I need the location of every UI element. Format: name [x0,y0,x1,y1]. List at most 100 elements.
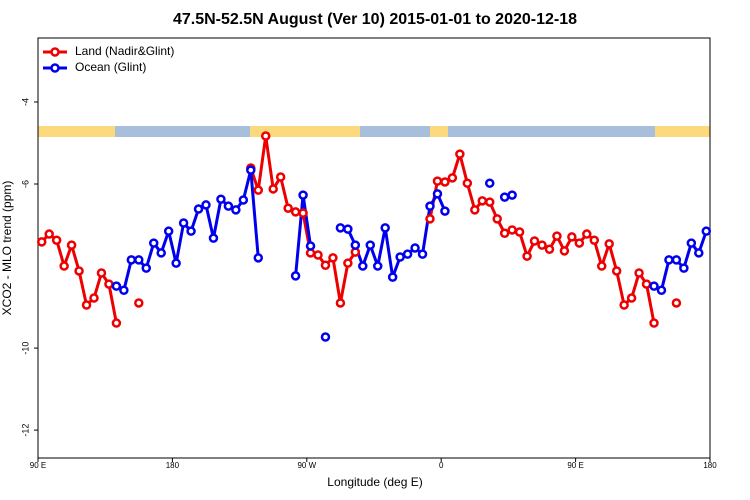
data-point [559,246,570,256]
data-point [305,241,316,251]
data-point [81,300,92,310]
y-tick-label: -4 [20,98,30,106]
legend-marker [50,63,60,73]
data-point [634,268,644,278]
x-tick-label: 90 E [567,461,583,470]
data-point [216,194,226,204]
data-point [619,300,629,310]
data-point [208,233,219,243]
data-point [440,177,450,187]
data-point [656,285,667,295]
data-point [193,204,204,214]
series-line [42,136,677,323]
data-point [432,176,443,186]
data-point [335,298,346,308]
data-point [328,253,338,263]
y-tick-label: -6 [20,180,30,188]
chart-title: 47.5N-52.5N August (Ver 10) 2015-01-01 t… [173,11,577,28]
x-tick-label: 180 [166,461,180,470]
data-point [163,226,174,236]
data-point [343,224,353,234]
data-point [507,225,517,235]
data-point [298,208,308,218]
data-point [432,189,443,199]
data-point [365,240,376,250]
data-point [440,206,450,216]
data-point [148,238,159,248]
data-point [36,237,47,247]
data-point [275,172,286,182]
data-point [51,235,62,245]
data-point [387,272,398,282]
x-tick-label: 180 [703,461,717,470]
legend-item: Land (Nadir&Glint) [43,44,174,58]
data-point [119,285,129,295]
data-point [320,260,331,270]
data-point [290,207,301,217]
data-point [171,258,181,268]
y-tick-label: -10 [20,342,30,355]
data-point [74,266,84,276]
data-point [126,255,137,265]
data-point [671,255,682,265]
data-point [104,279,114,289]
data-point [611,266,622,276]
data-point [694,248,704,258]
data-point [679,263,689,273]
data-point [649,281,659,291]
data-point [589,235,600,245]
data-point [268,184,278,194]
data-point [499,228,510,238]
data-point [425,201,435,211]
data-point [223,201,234,211]
data-point [417,249,428,259]
data-point [89,293,99,303]
data-point [395,252,405,262]
data-point [178,218,189,228]
data-point [484,197,495,207]
legend-marker [50,47,60,57]
x-axis-label: Longitude (deg E) [327,475,422,489]
data-point [186,226,196,236]
data-point [290,271,301,281]
data-point [343,258,353,268]
legend-label: Land (Nadir&Glint) [75,44,174,58]
data-point [470,205,480,215]
legend-item: Ocean (Glint) [43,60,146,74]
data-point [641,279,652,289]
data-point [604,239,614,249]
data-point [507,190,517,200]
land-ocean-strip [38,126,710,137]
data-point [350,240,361,250]
data-point [574,238,585,248]
plot-frame [37,37,711,459]
data-point [111,318,122,328]
data-point [582,229,592,239]
data-point [537,240,547,250]
data-point [567,232,577,242]
data-point [484,178,495,188]
data-point [238,195,249,205]
x-tick-label: 90 W [297,461,316,470]
data-point [499,192,510,202]
data-point [156,248,166,258]
data-point [544,244,555,254]
data-point [671,298,682,308]
data-point [455,149,465,159]
y-axis-label: XCO2 - MLO trend (ppm) [0,181,14,316]
data-point [96,268,107,278]
data-point [44,229,54,239]
data-point [358,261,368,271]
data-point [231,205,241,215]
data-point [59,261,69,271]
y-tick-label: -12 [20,424,30,437]
legend-label: Ocean (Glint) [75,60,146,74]
data-point [410,243,420,253]
data-point [664,255,674,265]
data-point [380,223,390,233]
x-tick-label: 90 E [30,461,46,470]
data-point [141,263,152,273]
data-point [462,178,473,188]
data-point [283,203,293,213]
data-point [447,173,458,183]
